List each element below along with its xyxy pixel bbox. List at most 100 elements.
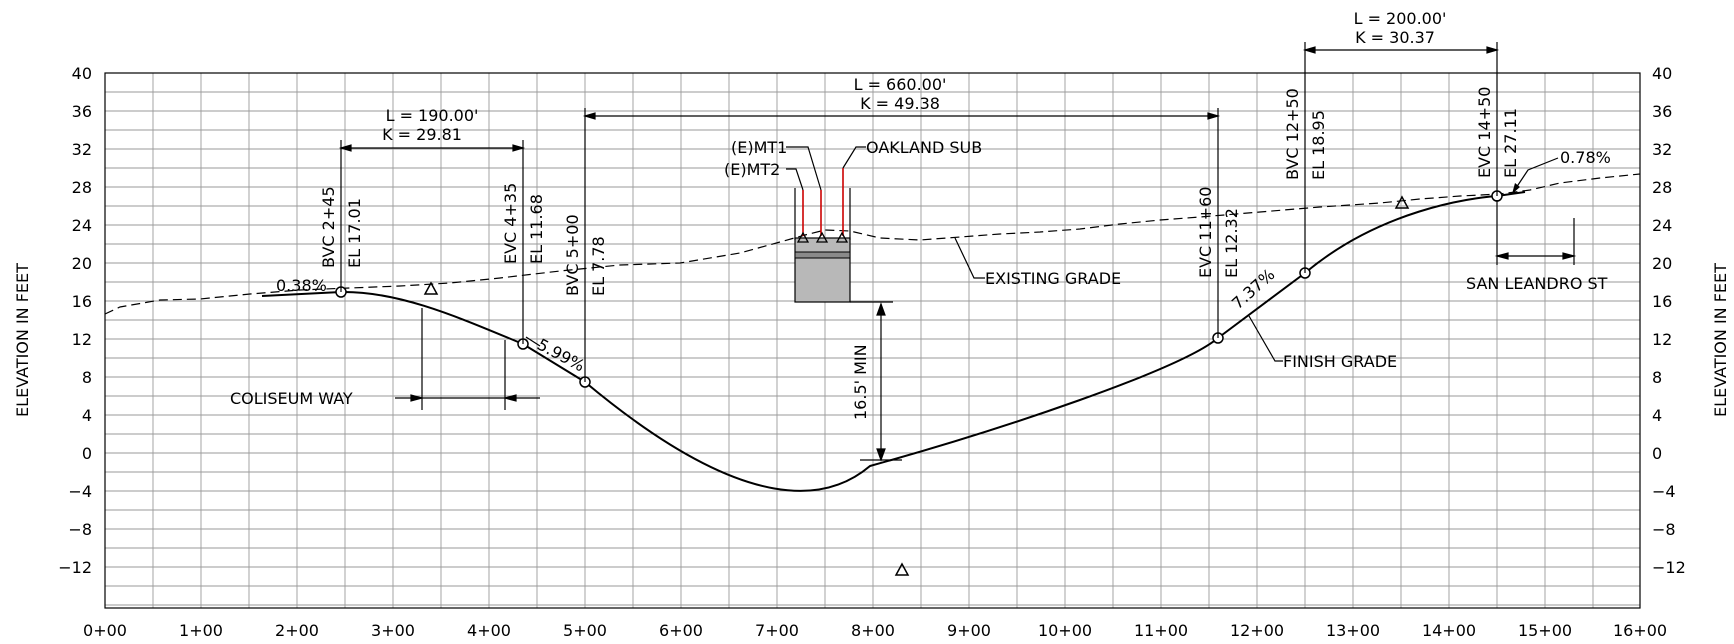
x-axis: 0+00 1+00 2+00 3+00 4+00 5+00 6+00 7+00 … [83, 621, 1667, 640]
y-tick: 32 [1652, 140, 1672, 159]
y-tick: 24 [72, 216, 92, 235]
vc3-length: L = 200.00' [1354, 9, 1447, 28]
y-axis-left: 40 36 32 28 24 20 16 12 8 4 0 −4 −8 −12 [58, 64, 92, 577]
vc1-k: K = 29.81 [382, 125, 462, 144]
grade-label: 5.99% [534, 335, 588, 376]
grid-frame [104, 72, 1641, 609]
y-tick: −4 [1652, 482, 1676, 501]
x-tick: 2+00 [275, 621, 319, 640]
y-axis-title-right: ELEVATION IN FEET [1711, 263, 1730, 417]
y-tick: 16 [1652, 292, 1672, 311]
finish-grade-line [261, 191, 1526, 492]
grade-leader [525, 336, 541, 347]
x-tick: 5+00 [563, 621, 607, 640]
x-tick: 9+00 [947, 621, 991, 640]
mt1-leader [786, 146, 822, 191]
y-tick: 36 [1652, 102, 1672, 121]
y-tick: −12 [1652, 558, 1686, 577]
y-tick: 16 [72, 292, 92, 311]
bvc3-station: BVC 12+50 [1283, 88, 1302, 180]
grid [104, 72, 1641, 608]
y-tick: 36 [72, 102, 92, 121]
triangle-icon [1394, 195, 1410, 209]
finish-grade-leader [1248, 315, 1283, 362]
x-tick: 4+00 [467, 621, 511, 640]
existing-grade-leader [954, 237, 985, 279]
y-tick: 12 [72, 330, 92, 349]
y-tick: 28 [72, 178, 92, 197]
oakland-leader [842, 146, 866, 169]
vc1-length: L = 190.00' [386, 106, 479, 125]
vc2-length: L = 660.00' [854, 75, 947, 94]
san-leandro-dimension [1494, 200, 1577, 265]
leader-arrow [1512, 183, 1520, 194]
x-tick: 13+00 [1326, 621, 1380, 640]
y-tick: 0 [82, 444, 92, 463]
san-leandro-label: SAN LEANDRO ST [1466, 274, 1608, 293]
x-tick: 8+00 [851, 621, 895, 640]
triangle-icon [423, 281, 439, 295]
y-tick: −12 [58, 558, 92, 577]
mt2-leader [786, 168, 804, 191]
y-tick: −8 [1652, 520, 1676, 539]
y-tick: 24 [1652, 216, 1672, 235]
vc-dimensions [338, 46, 1500, 152]
evc2-station: EVC 11+60 [1196, 187, 1215, 278]
y-tick: 40 [72, 64, 92, 83]
clearance-label: 16.5' MIN [851, 344, 870, 420]
y-tick: 8 [82, 368, 92, 387]
vc3-k: K = 30.37 [1355, 28, 1435, 47]
mt1-label: (E)MT1 [731, 138, 787, 157]
evc3-elevation: EL 27.11 [1501, 108, 1520, 178]
grade-label: 0.78% [1560, 148, 1611, 167]
x-tick: 1+00 [179, 621, 223, 640]
y-axis-title-left: ELEVATION IN FEET [13, 263, 32, 417]
x-tick: 14+00 [1422, 621, 1476, 640]
y-tick: −8 [68, 520, 92, 539]
y-tick: 8 [1652, 368, 1662, 387]
bvc1-elevation: EL 17.01 [345, 198, 364, 268]
y-tick: 32 [72, 140, 92, 159]
clearance-dimension [860, 302, 902, 462]
x-tick: 7+00 [755, 621, 799, 640]
station-lines [340, 42, 1498, 382]
evc3-station: EVC 14+50 [1475, 87, 1494, 178]
triangle-markers [423, 195, 1410, 576]
x-tick: 3+00 [371, 621, 415, 640]
existing-grade-label: EXISTING GRADE [985, 269, 1121, 288]
coliseum-way-dimension [395, 308, 540, 410]
x-tick: 11+00 [1134, 621, 1188, 640]
y-tick: 4 [82, 406, 92, 425]
mt2-label: (E)MT2 [724, 160, 780, 179]
y-tick: 0 [1652, 444, 1662, 463]
y-tick: −4 [68, 482, 92, 501]
x-tick: 6+00 [659, 621, 703, 640]
evc1-elevation: EL 11.68 [527, 194, 546, 264]
coliseum-way-label: COLISEUM WAY [230, 389, 353, 408]
y-axis-right: 40 36 32 28 24 20 16 12 8 4 0 −4 −8 −12 [1652, 64, 1686, 577]
y-tick: 12 [1652, 330, 1672, 349]
x-tick: 15+00 [1518, 621, 1572, 640]
y-tick: 20 [1652, 254, 1672, 273]
y-tick: 20 [72, 254, 92, 273]
station-labels: BVC 2+45 EL 17.01 EVC 4+35 EL 11.68 BVC … [319, 87, 1520, 296]
y-tick: 28 [1652, 178, 1672, 197]
vc2-k: K = 49.38 [860, 94, 940, 113]
x-tick: 0+00 [83, 621, 127, 640]
finish-grade-label: FINISH GRADE [1283, 352, 1397, 371]
bridge-structure [794, 168, 893, 303]
bvc1-station: BVC 2+45 [319, 186, 338, 268]
evc1-station: EVC 4+35 [501, 183, 520, 264]
evc2-elevation: EL 12.32 [1222, 208, 1241, 278]
oakland-sub-label: OAKLAND SUB [866, 138, 982, 157]
grade-label: 0.38% [276, 276, 327, 295]
x-tick: 10+00 [1038, 621, 1092, 640]
y-tick: 4 [1652, 406, 1662, 425]
y-tick: 40 [1652, 64, 1672, 83]
bvc2-elevation: EL 7.78 [589, 236, 608, 296]
bvc3-elevation: EL 18.95 [1309, 110, 1328, 180]
x-tick: 16+00 [1613, 621, 1667, 640]
triangle-icon [894, 562, 910, 576]
x-tick: 12+00 [1230, 621, 1284, 640]
